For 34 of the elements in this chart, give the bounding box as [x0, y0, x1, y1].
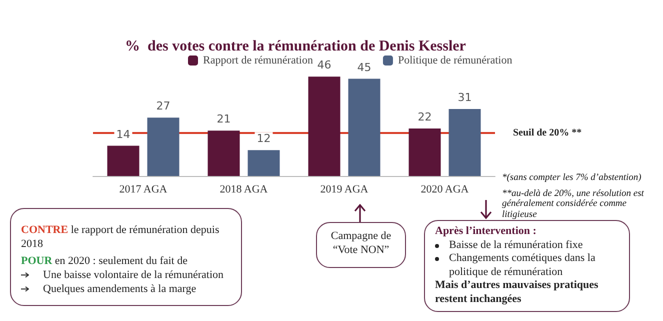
data-label: 31 [458, 91, 472, 104]
text: Après l’intervention : [435, 225, 536, 237]
data-label: 27 [156, 100, 170, 113]
text: Changements cométiques dans la politique de rémunération [449, 252, 596, 279]
text: Mais d’autres mauvaises pratiques restent inchangées [435, 279, 598, 304]
data-label: 14 [116, 128, 130, 141]
x-tick-label: 2020 AGA [420, 184, 469, 196]
bar [147, 118, 180, 176]
ref-line-label: Seuil de 20% ** [513, 127, 582, 138]
data-label: 45 [357, 60, 372, 74]
text: Campagne de “Vote NON” [316, 222, 406, 268]
bar [308, 76, 340, 176]
chart-title: % des votes contre la rémunération de Denis Kessler [125, 38, 466, 54]
bar [408, 128, 441, 176]
legend-label: Politique de rémunération [398, 54, 513, 66]
x-tick-label: 2018 AGA [220, 184, 268, 196]
data-label: 22 [418, 110, 432, 124]
bar [208, 130, 240, 176]
data-label: 46 [317, 58, 332, 72]
text: POUR en 2020 : seulement du fait de [21, 255, 188, 267]
x-tick-label: 2017 AGA [119, 184, 168, 196]
bar [107, 146, 140, 176]
bar [348, 78, 380, 176]
x-tick-label: 2019 AGA [320, 184, 368, 196]
text: Une baisse volontaire de la rémunération [43, 268, 224, 282]
bar [248, 150, 280, 176]
data-label: 12 [256, 132, 271, 146]
text: *(sans compter les 7% d’abstention) [502, 173, 642, 184]
bar [448, 109, 481, 176]
legend-label: Rapport de rémunération [203, 54, 314, 66]
text: Quelques amendements à la marge [43, 282, 196, 296]
data-label: 21 [216, 112, 231, 126]
text: **au-delà de 20%, une résolution est généralement considérée comme litigieuse [502, 188, 645, 220]
text: Baisse de la rémunération fixe [449, 238, 584, 252]
